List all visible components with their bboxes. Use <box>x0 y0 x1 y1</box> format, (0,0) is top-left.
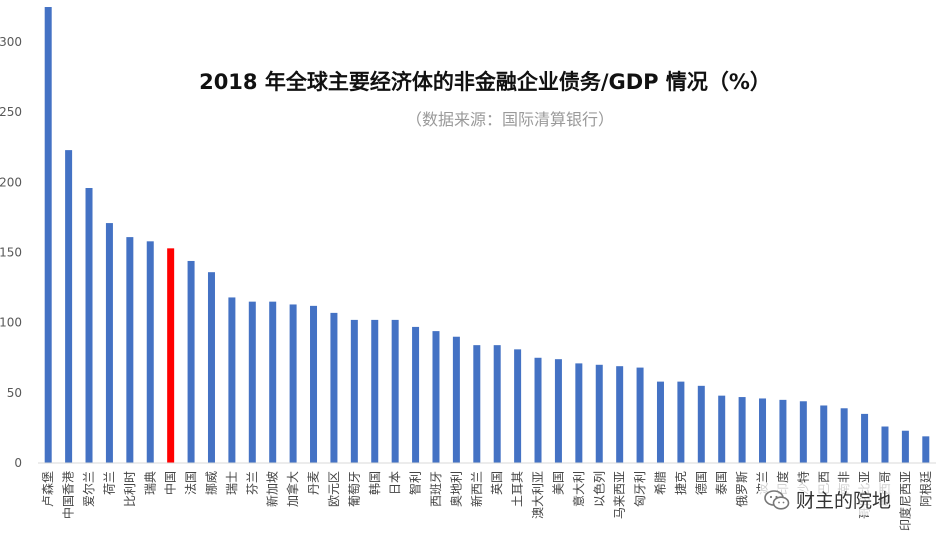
x-tick-label: 比利时 <box>123 471 137 507</box>
x-tick-label: 瑞士 <box>225 471 239 495</box>
x-tick-label: 马来西亚 <box>613 471 627 519</box>
bar <box>228 297 236 463</box>
bar <box>65 150 73 463</box>
x-tick-label: 葡萄牙 <box>347 471 361 507</box>
bar <box>534 357 542 463</box>
x-tick-label: 日本 <box>388 471 402 495</box>
x-tick-label: 新加坡 <box>265 471 280 507</box>
watermark-text: 财主的院地 <box>796 490 892 512</box>
x-tick-label: 意大利 <box>571 471 586 507</box>
bar <box>146 241 154 463</box>
bar <box>105 223 113 463</box>
bar <box>269 301 277 463</box>
bar <box>371 319 379 463</box>
x-tick-label: 澳大利亚 <box>531 471 545 519</box>
bar <box>289 304 297 463</box>
x-tick-label: 芬兰 <box>245 471 259 495</box>
bar <box>575 363 583 463</box>
x-tick-label: 爱尔兰 <box>81 471 96 507</box>
bar <box>310 305 318 463</box>
y-tick-label: 50 <box>7 386 22 400</box>
x-tick-label: 丹麦 <box>307 471 321 495</box>
bar <box>595 364 603 463</box>
x-tick-label: 欧元区 <box>327 471 341 507</box>
bar <box>697 385 705 463</box>
bar <box>207 272 215 463</box>
bars <box>44 7 930 464</box>
bar <box>248 301 256 463</box>
bar <box>840 408 848 463</box>
bar <box>616 366 624 463</box>
x-tick-label: 西班牙 <box>429 471 443 507</box>
x-tick-label: 英国 <box>490 471 504 495</box>
bar <box>881 426 889 463</box>
x-tick-label: 法国 <box>184 471 198 495</box>
x-tick-label: 新西兰 <box>469 471 484 507</box>
watermark: 财主的院地 <box>760 484 896 515</box>
x-tick-label: 中国香港 <box>61 471 76 519</box>
y-tick-label: 100 <box>0 316 22 330</box>
bar <box>656 381 664 463</box>
bar <box>820 405 828 463</box>
x-tick-label: 韩国 <box>367 471 382 495</box>
bar <box>738 397 746 463</box>
wechat-icon <box>764 489 790 510</box>
bar <box>718 395 726 463</box>
x-tick-label: 阿根廷 <box>919 471 933 507</box>
bar <box>779 399 787 463</box>
x-axis-labels: 卢森堡 中国香港 爱尔兰 荷兰 比利时 瑞典 中国 法国 挪威 瑞士 芬兰 新加坡 加拿大 丹麦 欧元区 葡萄… <box>40 471 933 531</box>
bar <box>799 401 807 463</box>
x-tick-label: 希腊 <box>652 471 667 495</box>
x-tick-label: 奥地利 <box>449 471 463 507</box>
bar <box>514 349 522 463</box>
y-tick-label: 200 <box>0 175 22 189</box>
x-tick-label: 匈牙利 <box>633 471 647 507</box>
bar <box>44 7 52 464</box>
bar <box>759 398 767 463</box>
y-tick-label: 150 <box>0 246 22 260</box>
chart-title: 2018 年全球主要经济体的非金融企业债务/GDP 情况（%） <box>199 70 771 94</box>
chart-subtitle: （数据来源：国际清算银行） <box>405 110 614 129</box>
bar <box>493 345 501 463</box>
y-axis: 0 50 100 150 200 250 300 <box>0 35 22 470</box>
bar <box>126 237 134 463</box>
bar <box>901 430 909 463</box>
bar <box>432 331 440 463</box>
bar <box>677 381 685 463</box>
x-tick-label: 美国 <box>551 471 565 495</box>
x-tick-label: 印度尼西亚 <box>897 471 912 531</box>
x-tick-label: 土耳其 <box>511 471 525 507</box>
bar <box>391 319 399 463</box>
bar <box>554 359 562 463</box>
x-tick-label: 中国 <box>163 471 178 495</box>
bar <box>861 413 869 463</box>
x-tick-label: 卢森堡 <box>40 471 55 507</box>
bar <box>330 312 338 463</box>
bar <box>922 436 930 463</box>
x-tick-label: 荷兰 <box>102 471 116 495</box>
bar <box>187 260 195 463</box>
bar <box>636 367 644 463</box>
x-tick-label: 德国 <box>693 471 708 495</box>
x-tick-label: 瑞典 <box>143 471 157 495</box>
y-tick-label: 300 <box>0 35 22 49</box>
x-tick-label: 以色列 <box>592 471 606 507</box>
x-tick-label: 泰国 <box>715 471 729 495</box>
bar <box>85 188 93 463</box>
y-tick-label: 250 <box>0 105 22 119</box>
bar <box>167 248 175 463</box>
x-tick-label: 加拿大 <box>285 471 300 507</box>
bar <box>350 319 358 463</box>
x-tick-label: 捷克 <box>674 471 688 495</box>
bar <box>412 326 420 463</box>
bar <box>452 336 460 463</box>
y-tick-label: 0 <box>14 456 22 470</box>
bar <box>473 345 481 463</box>
x-tick-label: 挪威 <box>204 471 218 495</box>
x-tick-label: 智利 <box>408 471 423 495</box>
x-tick-label: 俄罗斯 <box>735 471 749 507</box>
